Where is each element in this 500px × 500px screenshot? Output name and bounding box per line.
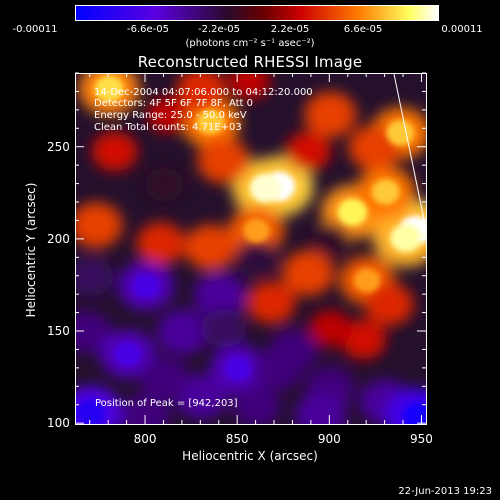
heatmap-blob-core <box>76 399 106 424</box>
limb-line <box>393 74 426 230</box>
heatmap-blob-core <box>371 179 400 205</box>
heatmap-blob-core <box>132 273 160 299</box>
heatmap-blob-core <box>337 198 368 226</box>
heatmap-blob <box>184 224 237 270</box>
heatmap-blob-core <box>249 173 282 203</box>
heatmap-blob <box>193 272 246 318</box>
heatmap-blob <box>294 392 348 424</box>
colorbar-tick-labels: -0.00011 -6.6e-05 -2.2e-05 2.2e-05 6.6e-… <box>0 24 500 38</box>
heatmap-blob-core <box>403 402 426 424</box>
plot-area <box>75 73 427 425</box>
heatmap-blob <box>91 131 138 172</box>
peak-position-label: Position of Peak = [942,203] <box>95 398 238 409</box>
heatmap-blob-core <box>196 109 225 135</box>
x-tick-label: 950 <box>410 432 433 446</box>
y-tick-label: 200 <box>47 231 70 246</box>
colorbar-tick-label: -6.6e-05 <box>127 24 169 35</box>
x-tick-label: 900 <box>317 432 341 446</box>
info-energy-range: Energy Range: 25.0 - 50.0 keV <box>94 110 247 121</box>
heatmap-blob <box>121 393 171 424</box>
y-tick-label: 150 <box>47 324 70 338</box>
heatmap-blob-core <box>243 218 270 243</box>
heatmap-blob <box>246 281 296 324</box>
colorbar-tick-label: 6.6e-05 <box>343 24 383 35</box>
y-tick-label: 100 <box>47 416 70 431</box>
heatmap-blob <box>285 131 332 172</box>
heatmap-blob-core <box>94 75 124 102</box>
colorbar <box>75 5 439 21</box>
heatmap-blob-core <box>390 223 422 253</box>
heatmap-blob-core <box>114 342 141 367</box>
colorbar-tick-label: 0.00011 <box>441 24 483 35</box>
heatmap-blob <box>197 137 250 184</box>
heatmap-blob <box>269 329 318 372</box>
colorbar-tick-label: -0.00011 <box>12 24 58 35</box>
heatmap-blob <box>76 256 114 297</box>
heatmap-blob <box>176 74 226 111</box>
x-axis-label: Heliocentric X (arcsec) <box>182 449 318 463</box>
heatmap-blob <box>228 74 271 100</box>
colorbar-units: (photons cm⁻² s⁻¹ asec⁻²) <box>185 38 315 49</box>
colorbar-tick-label: -2.2e-05 <box>198 24 240 35</box>
colorbar-tick-label: 2.2e-05 <box>270 24 310 35</box>
heatmap-blob <box>310 222 350 257</box>
colorbar-gradient <box>76 6 438 20</box>
heatmap-blob-core <box>353 268 381 293</box>
info-time-range: 14-Dec-2004 04:07:06.000 to 04:12:20.000 <box>94 87 313 98</box>
heatmap-blob <box>76 310 112 354</box>
footer-date: 22-Jun-2013 19:23 <box>398 486 492 497</box>
heatmap-blob <box>282 250 335 296</box>
heatmap-blob <box>76 202 123 248</box>
heatmap-blob <box>309 309 352 347</box>
x-tick-label: 800 <box>133 432 157 446</box>
heatmap-image <box>76 74 426 424</box>
x-tick-label: 850 <box>225 432 249 446</box>
heatmap-blob <box>232 384 282 424</box>
y-axis-label: Heliocentric Y (arcsec) <box>24 182 38 318</box>
heatmap-blob <box>304 91 357 138</box>
heatmap-blob <box>136 222 186 265</box>
heatmap-blob <box>156 309 210 355</box>
heatmap-blob <box>175 373 228 420</box>
heatmap-blob <box>364 283 414 326</box>
info-counts: Clean Total counts: 4.71E+03 <box>94 122 242 133</box>
heatmap-blob <box>145 167 184 202</box>
y-tick-label: 250 <box>47 139 70 154</box>
chart-title: Reconstructed RHESSI Image <box>137 53 363 71</box>
heatmap-blob-core <box>224 356 252 381</box>
info-detectors: Detectors: 4F 5F 6F 7F 8F, Att 0 <box>94 98 254 109</box>
heatmap-blob <box>200 308 247 349</box>
heatmap-blob <box>340 319 387 360</box>
heatmap-blob <box>139 356 189 400</box>
heatmap-blob <box>235 239 278 277</box>
heatmap-blob <box>147 96 190 133</box>
